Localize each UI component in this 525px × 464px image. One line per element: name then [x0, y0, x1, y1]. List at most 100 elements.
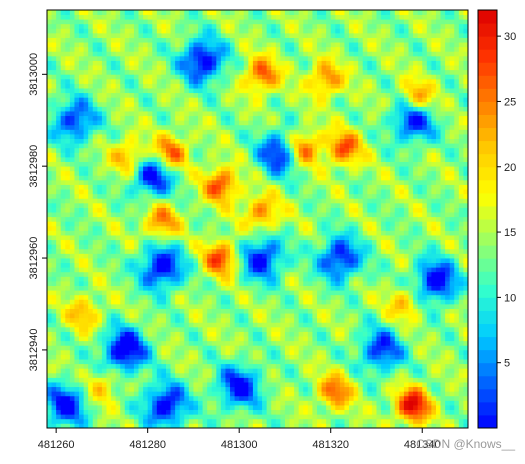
raster-cell: [271, 345, 277, 351]
raster-cell: [47, 101, 52, 107]
raster-cell: [79, 253, 85, 259]
raster-cell: [156, 37, 162, 43]
raster-cell: [175, 368, 181, 374]
raster-cell: [275, 10, 281, 15]
raster-cell: [216, 202, 222, 208]
raster-cell: [156, 418, 162, 424]
raster-cell: [284, 111, 290, 117]
raster-cell: [230, 395, 236, 401]
raster-cell: [294, 212, 300, 218]
raster-cell: [147, 372, 153, 378]
raster-cell: [115, 225, 121, 231]
raster-cell: [207, 225, 213, 231]
raster-cell: [280, 414, 286, 420]
raster-cell: [97, 184, 103, 190]
raster-cell: [193, 120, 199, 126]
raster-cell: [65, 216, 71, 222]
raster-cell: [234, 51, 240, 57]
raster-cell: [88, 14, 94, 20]
raster-cell: [230, 418, 236, 424]
raster-cell: [69, 359, 75, 365]
raster-cell: [280, 19, 286, 25]
raster-cell: [294, 313, 300, 319]
raster-cell: [188, 221, 194, 227]
raster-cell: [216, 331, 222, 337]
raster-cell: [175, 115, 181, 121]
raster-cell: [47, 212, 52, 218]
raster-cell: [289, 345, 295, 351]
raster-cell: [106, 267, 112, 273]
raster-cell: [184, 409, 190, 415]
raster-cell: [170, 143, 176, 149]
raster-cell: [69, 32, 75, 38]
raster-cell: [74, 216, 80, 222]
raster-cell: [262, 92, 268, 98]
raster-cell: [152, 134, 158, 140]
raster-cell: [129, 331, 135, 337]
raster-cell: [175, 212, 181, 218]
raster-cell: [97, 170, 103, 176]
raster-cell: [284, 391, 290, 397]
raster-cell: [184, 230, 190, 236]
raster-cell: [165, 382, 171, 388]
raster-cell: [133, 331, 139, 337]
raster-cell: [161, 281, 167, 286]
raster-cell: [198, 258, 203, 264]
raster-cell: [56, 124, 62, 130]
raster-cell: [257, 354, 263, 360]
raster-cell: [198, 290, 203, 296]
raster-cell: [165, 111, 171, 117]
raster-cell: [289, 19, 295, 25]
raster-cell: [156, 409, 162, 415]
raster-cell: [248, 138, 254, 144]
raster-cell: [193, 184, 199, 190]
raster-cell: [220, 418, 226, 424]
raster-cell: [216, 267, 222, 273]
raster-cell: [138, 285, 144, 291]
raster-cell: [193, 193, 199, 199]
raster-cell: [47, 198, 52, 204]
raster-cell: [179, 156, 185, 162]
raster-cell: [156, 120, 162, 126]
raster-cell: [47, 359, 52, 365]
raster-cell: [111, 69, 117, 75]
raster-cell: [124, 253, 130, 259]
raster-cell: [262, 111, 268, 117]
raster-cell: [266, 276, 272, 282]
raster-cell: [243, 317, 249, 323]
raster-cell: [88, 345, 94, 351]
raster-cell: [165, 225, 171, 231]
raster-cell: [156, 175, 162, 181]
raster-cell: [83, 124, 89, 130]
raster-cell: [266, 55, 272, 61]
raster-cell: [56, 37, 62, 43]
raster-cell: [211, 179, 217, 185]
raster-cell: [230, 382, 236, 388]
raster-cell: [252, 414, 258, 420]
raster-cell: [266, 359, 272, 365]
raster-cell: [133, 235, 139, 241]
raster-cell: [257, 322, 263, 328]
raster-cell: [165, 313, 171, 319]
raster-cell: [152, 78, 158, 84]
raster-cell: [152, 313, 158, 319]
raster-cell: [266, 156, 272, 162]
raster-cell: [47, 166, 52, 172]
raster-cell: [56, 46, 62, 52]
raster-cell: [271, 248, 277, 254]
raster-cell: [106, 138, 112, 144]
raster-cell: [184, 198, 190, 204]
raster-cell: [101, 326, 107, 332]
raster-cell: [138, 326, 144, 332]
raster-cell: [56, 69, 62, 75]
raster-cell: [243, 253, 249, 259]
raster-cell: [188, 230, 194, 236]
raster-cell: [156, 336, 162, 342]
raster-cell: [97, 198, 103, 204]
raster-cell: [193, 19, 199, 25]
raster-cell: [56, 161, 62, 167]
raster-cell: [216, 184, 222, 190]
raster-cell: [88, 120, 94, 126]
raster-cell: [161, 336, 167, 342]
raster-cell: [147, 111, 153, 117]
